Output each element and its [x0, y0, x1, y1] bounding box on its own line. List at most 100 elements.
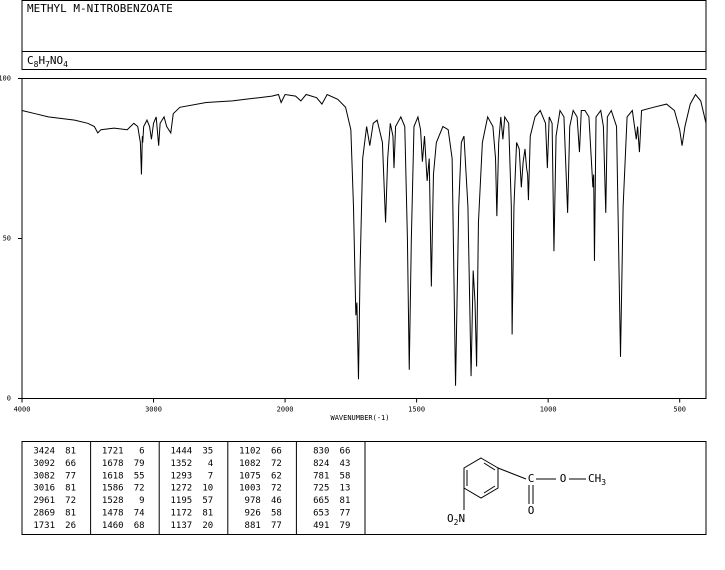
atom-label: O [560, 472, 567, 485]
atom-label: CH3 [588, 472, 606, 487]
peak-transmittance: 79 [134, 459, 145, 469]
peak-transmittance: 62 [271, 471, 282, 481]
peak-transmittance: 9 [139, 496, 144, 506]
peak-transmittance: 81 [202, 509, 213, 519]
peak-transmittance: 20 [202, 521, 213, 531]
atom-label: CH [588, 472, 601, 485]
peak-wavenumber: 491 [313, 521, 329, 531]
peak-transmittance: 46 [271, 496, 282, 506]
peak-wavenumber: 1172 [171, 509, 193, 519]
peak-transmittance: 58 [271, 509, 282, 519]
peak-wavenumber: 1082 [239, 459, 261, 469]
peak-wavenumber: 1137 [171, 521, 193, 531]
peak-transmittance: 55 [134, 471, 145, 481]
y-tick-label: 50 [3, 235, 11, 243]
formula-part: NO [50, 54, 63, 67]
peak-wavenumber: 1586 [102, 484, 124, 494]
x-tick-label: 1000 [540, 406, 557, 414]
peak-transmittance: 79 [340, 521, 351, 531]
peak-wavenumber: 653 [313, 509, 329, 519]
y-tick-label: 0 [7, 395, 11, 403]
peak-transmittance: 74 [134, 509, 145, 519]
formula-box [21, 51, 707, 70]
peak-wavenumber: 3092 [33, 459, 55, 469]
peak-wavenumber: 830 [313, 447, 329, 457]
peak-wavenumber: 1102 [239, 447, 261, 457]
peak-transmittance: 58 [340, 471, 351, 481]
peak-wavenumber: 1528 [102, 496, 124, 506]
peak-wavenumber: 824 [313, 459, 329, 469]
peak-transmittance: 57 [202, 496, 213, 506]
bond [483, 462, 496, 471]
peak-wavenumber: 978 [245, 496, 261, 506]
x-tick-label: 4000 [14, 406, 31, 414]
peak-wavenumber: 3082 [33, 471, 55, 481]
bond [483, 485, 496, 494]
peak-wavenumber: 2961 [33, 496, 55, 506]
title: METHYL M-NITROBENZOATE [27, 2, 173, 15]
subscript: 4 [63, 60, 68, 69]
peak-wavenumber: 3016 [33, 484, 55, 494]
peak-wavenumber: 3424 [33, 447, 55, 457]
peak-wavenumber: 665 [313, 496, 329, 506]
y-tick-label: 100 [0, 75, 11, 83]
peak-wavenumber: 781 [313, 471, 329, 481]
atom-label: O [528, 504, 535, 517]
peak-wavenumber: 1075 [239, 471, 261, 481]
atom-label: O [447, 512, 454, 525]
peak-wavenumber: 1731 [33, 521, 55, 531]
peak-transmittance: 66 [271, 447, 282, 457]
peak-transmittance: 13 [340, 484, 351, 494]
peak-transmittance: 72 [271, 484, 282, 494]
x-tick-label: 2000 [277, 406, 294, 414]
formula-part: C [27, 54, 34, 67]
peak-wavenumber: 1478 [102, 509, 124, 519]
peak-transmittance: 68 [134, 521, 145, 531]
peak-wavenumber: 1293 [171, 471, 193, 481]
peak-transmittance: 6 [139, 447, 144, 457]
subscript: 3 [601, 478, 606, 487]
peak-wavenumber: 2869 [33, 509, 55, 519]
benzene-ring [463, 457, 499, 499]
x-tick-label: 500 [673, 406, 686, 414]
peak-transmittance: 77 [340, 509, 351, 519]
table-box [21, 441, 707, 535]
x-tick-label: 1500 [408, 406, 425, 414]
atom-label: C [528, 472, 535, 485]
peak-transmittance: 81 [340, 496, 351, 506]
subscript: 2 [454, 518, 459, 527]
structure [463, 457, 586, 510]
peak-transmittance: 35 [202, 447, 213, 457]
peak-transmittance: 77 [65, 471, 76, 481]
peak-transmittance: 72 [65, 496, 76, 506]
peak-wavenumber: 1195 [171, 496, 193, 506]
subscript: 8 [34, 60, 39, 69]
peak-transmittance: 81 [65, 447, 76, 457]
peak-wavenumber: 1003 [239, 484, 261, 494]
peak-wavenumber: 1272 [171, 484, 193, 494]
peak-transmittance: 10 [202, 484, 213, 494]
spectrum-line [21, 93, 707, 386]
peak-transmittance: 26 [65, 521, 76, 531]
formula-part: H [38, 54, 45, 67]
peak-transmittance: 72 [271, 459, 282, 469]
peak-wavenumber: 1352 [171, 459, 193, 469]
peak-transmittance: 66 [65, 459, 76, 469]
formula: C8H7NO4 [27, 54, 68, 69]
peak-transmittance: 4 [208, 459, 213, 469]
x-tick-label: 3000 [145, 406, 162, 414]
peak-transmittance: 7 [208, 471, 213, 481]
atom-label: O2N [447, 512, 465, 527]
peak-wavenumber: 1618 [102, 471, 124, 481]
peak-transmittance: 72 [134, 484, 145, 494]
peak-transmittance: 43 [340, 459, 351, 469]
peak-transmittance: 77 [271, 521, 282, 531]
bond [497, 467, 527, 480]
peak-transmittance: 66 [340, 447, 351, 457]
peak-transmittance: 81 [65, 509, 76, 519]
peak-wavenumber: 1460 [102, 521, 124, 531]
peak-wavenumber: 926 [245, 509, 261, 519]
subscript: 7 [45, 60, 50, 69]
peak-wavenumber: 1721 [102, 447, 124, 457]
